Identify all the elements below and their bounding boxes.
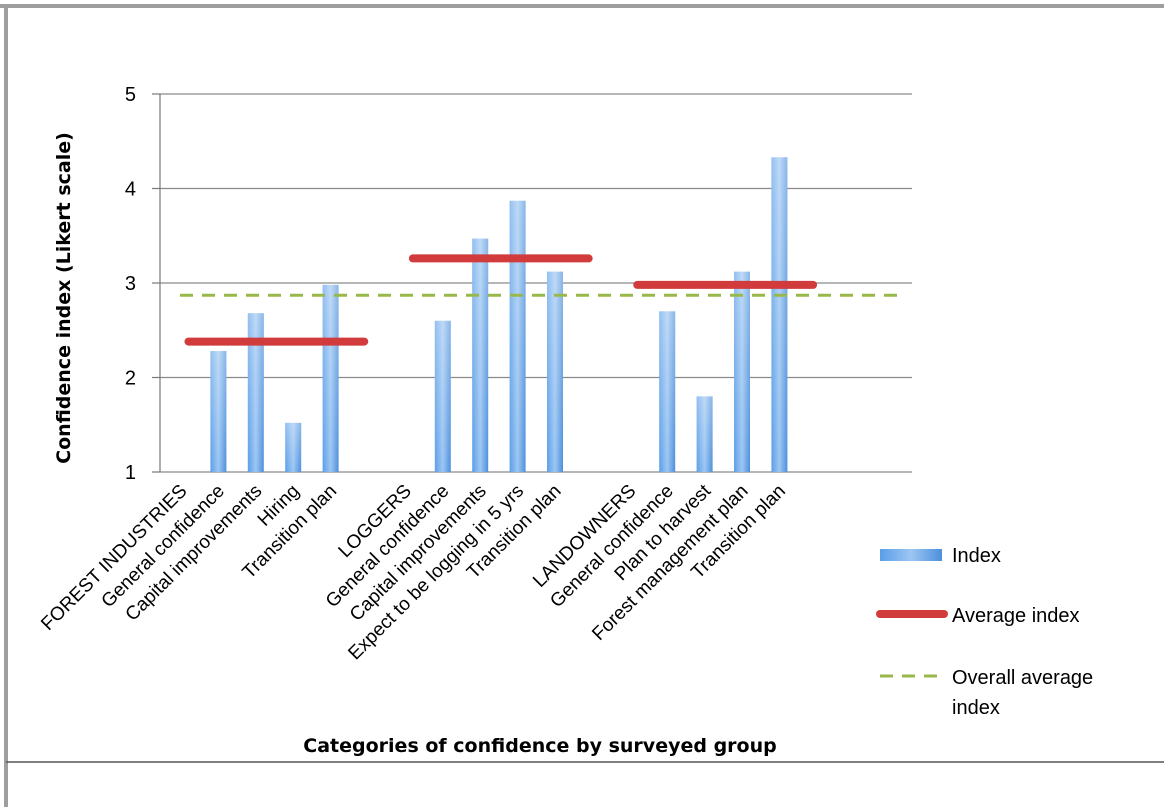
y-tick-label-2: 2 bbox=[125, 368, 136, 390]
y-tick-label-1: 1 bbox=[125, 462, 136, 484]
y-axis-title: Confidence index (Likert scale) bbox=[53, 132, 75, 464]
y-axis-ticks: 1 2 3 4 5 bbox=[125, 84, 160, 484]
y-tick-label-4: 4 bbox=[125, 179, 136, 201]
legend-index-swatch bbox=[880, 549, 942, 561]
y-tick-label-3: 3 bbox=[125, 273, 136, 295]
bar-highlight-16 bbox=[771, 157, 788, 472]
bar-highlight-14 bbox=[696, 396, 713, 472]
bar-highlight-1 bbox=[210, 351, 227, 472]
legend-average-label: Average index bbox=[952, 605, 1080, 627]
bar-highlight-4 bbox=[322, 284, 339, 472]
legend-index-label: Index bbox=[952, 545, 1001, 567]
y-tick-label-5: 5 bbox=[125, 84, 136, 106]
bars bbox=[210, 157, 788, 472]
bar-highlight-2 bbox=[247, 313, 264, 472]
average-lines bbox=[180, 254, 902, 346]
bar-highlight-15 bbox=[734, 271, 750, 472]
legend: Index Average index Overall average inde… bbox=[876, 545, 1093, 719]
legend-overall-label-line2: index bbox=[952, 697, 1000, 719]
x-axis-title: Categories of confidence by surveyed gro… bbox=[303, 735, 776, 757]
bar-highlight-13 bbox=[659, 311, 676, 472]
bar-highlight-7 bbox=[434, 320, 451, 472]
bar-highlight-10 bbox=[547, 271, 563, 472]
bar-highlight-8 bbox=[472, 238, 489, 472]
bar-highlight-9 bbox=[509, 200, 526, 472]
legend-overall-label-line1: Overall average bbox=[952, 667, 1093, 689]
x-tick-label-0: FOREST INDUSTRIES bbox=[37, 481, 191, 635]
bar-highlight-3 bbox=[285, 422, 302, 472]
